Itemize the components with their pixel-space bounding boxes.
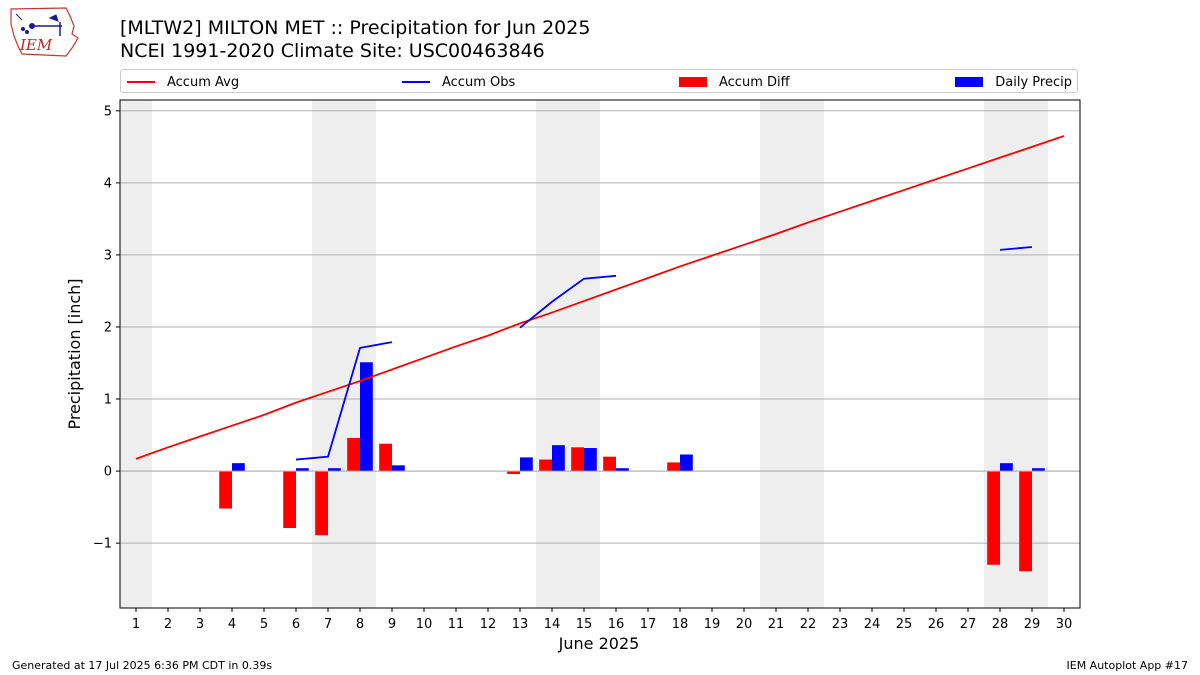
y-axis-label: Precipitation [inch] xyxy=(65,278,84,429)
accum-obs-line xyxy=(999,246,1033,251)
weekend-shade-band xyxy=(120,100,152,608)
y-tick-label: 2 xyxy=(104,320,112,335)
chart-legend: Accum Avg Accum Obs Accum Diff Daily Pre… xyxy=(120,69,1078,93)
daily-precip-bar xyxy=(1000,463,1013,472)
daily-precip-bar xyxy=(328,468,341,472)
x-tick-label: 9 xyxy=(388,617,396,632)
chart-title: [MLTW2] MILTON MET :: Precipitation for … xyxy=(120,17,591,39)
legend-item-accum-avg: Accum Avg xyxy=(127,73,239,91)
x-tick-label: 17 xyxy=(640,617,657,632)
x-axis-label: June 2025 xyxy=(558,634,640,653)
accum-diff-bar xyxy=(507,471,520,474)
accum-diff-bar xyxy=(219,471,232,509)
lines-layer xyxy=(135,135,1065,461)
x-tick-label: 24 xyxy=(864,617,881,632)
accum-diff-bar xyxy=(539,459,552,472)
daily-precip-bar xyxy=(296,468,309,472)
legend-swatch-daily-precip xyxy=(955,77,984,87)
x-tick-label: 1 xyxy=(132,617,140,632)
app-credit: IEM Autoplot App #17 xyxy=(1066,659,1189,672)
x-tick-label: 28 xyxy=(992,617,1009,632)
x-tick-label: 15 xyxy=(576,617,593,632)
x-tick-label: 21 xyxy=(768,617,785,632)
accum-avg-line xyxy=(135,135,1065,460)
logo-text: IEM xyxy=(19,36,53,54)
x-tick-label: 20 xyxy=(736,617,753,632)
weather-station-icon xyxy=(15,13,62,36)
y-tick-label: 4 xyxy=(104,176,112,191)
x-tick-label: 4 xyxy=(228,617,236,632)
x-tick-label: 10 xyxy=(416,617,433,632)
y-tick-label: −1 xyxy=(93,537,112,552)
x-tick-label: 18 xyxy=(672,617,689,632)
x-tick-label: 12 xyxy=(480,617,497,632)
state-outline-icon xyxy=(10,7,79,57)
legend-swatch-accum-obs xyxy=(402,81,430,83)
legend-label-accum-avg: Accum Avg xyxy=(167,74,240,90)
legend-item-accum-obs: Accum Obs xyxy=(402,73,515,91)
grid-lines xyxy=(120,110,1080,544)
daily-precip-bar xyxy=(232,463,245,472)
legend-item-daily-precip: Daily Precip xyxy=(955,73,1072,91)
accum-diff-bar xyxy=(283,471,296,529)
x-tick-label: 8 xyxy=(356,617,364,632)
x-tick-label: 7 xyxy=(324,617,332,632)
x-tick-label: 30 xyxy=(1056,617,1073,632)
legend-label-accum-diff: Accum Diff xyxy=(719,74,790,90)
x-tick-label: 3 xyxy=(196,617,204,632)
accum-obs-line xyxy=(295,341,393,461)
x-axis-ticks: 1 2 3 4 5 6 7 8 9 10 11 12 13 14 15 16 17 18 19 20 21 22 23 24 2… xyxy=(132,608,1072,632)
accum-diff-bar xyxy=(1019,471,1032,572)
weekend-shading xyxy=(120,100,1048,608)
y-tick-label: 0 xyxy=(104,465,112,480)
x-tick-label: 19 xyxy=(704,617,721,632)
weekend-shade-band xyxy=(760,100,824,608)
iem-logo: IEM xyxy=(10,7,79,57)
bars-layer xyxy=(120,362,1080,572)
legend-item-accum-diff: Accum Diff xyxy=(679,73,790,91)
daily-precip-bar xyxy=(392,465,405,472)
x-tick-label: 14 xyxy=(544,617,561,632)
x-tick-label: 22 xyxy=(800,617,817,632)
daily-precip-bar xyxy=(520,457,533,472)
x-tick-label: 13 xyxy=(512,617,529,632)
legend-swatch-accum-diff xyxy=(679,77,707,87)
daily-precip-bar xyxy=(584,448,597,472)
legend-swatch-accum-avg xyxy=(127,81,155,83)
accum-diff-bar xyxy=(571,447,584,472)
daily-precip-bar xyxy=(680,454,693,472)
accum-obs-line xyxy=(519,274,617,329)
legend-label-accum-obs: Accum Obs xyxy=(442,74,516,90)
accum-diff-bar xyxy=(379,443,392,472)
daily-precip-bar xyxy=(552,445,565,472)
legend-label-daily-precip: Daily Precip xyxy=(995,74,1072,90)
y-tick-label: 1 xyxy=(104,393,112,408)
x-tick-label: 11 xyxy=(448,617,465,632)
daily-precip-bar xyxy=(1032,468,1045,472)
x-tick-label: 27 xyxy=(960,617,977,632)
x-tick-label: 6 xyxy=(292,617,300,632)
accum-diff-bar xyxy=(603,456,616,472)
generated-timestamp: Generated at 17 Jul 2025 6:36 PM CDT in … xyxy=(12,659,273,672)
x-tick-label: 25 xyxy=(896,617,913,632)
daily-precip-bar xyxy=(616,468,629,472)
accum-diff-bar xyxy=(347,437,360,472)
weekend-shade-band xyxy=(536,100,600,608)
chart-subtitle: NCEI 1991-2020 Climate Site: USC00463846 xyxy=(120,40,545,62)
y-axis-ticks: −1 0 1 2 3 4 5 xyxy=(93,104,120,552)
x-tick-label: 5 xyxy=(260,617,268,632)
accum-diff-bar xyxy=(315,471,328,536)
x-tick-label: 23 xyxy=(832,617,849,632)
x-tick-label: 29 xyxy=(1024,617,1041,632)
plot-frame xyxy=(119,99,1081,609)
y-tick-label: 5 xyxy=(104,104,112,119)
accum-diff-bar xyxy=(667,462,680,472)
y-tick-label: 3 xyxy=(104,248,112,263)
daily-precip-bar xyxy=(360,362,373,472)
x-tick-label: 16 xyxy=(608,617,625,632)
x-tick-label: 2 xyxy=(164,617,172,632)
x-tick-label: 26 xyxy=(928,617,945,632)
accum-diff-bar xyxy=(987,471,1000,565)
